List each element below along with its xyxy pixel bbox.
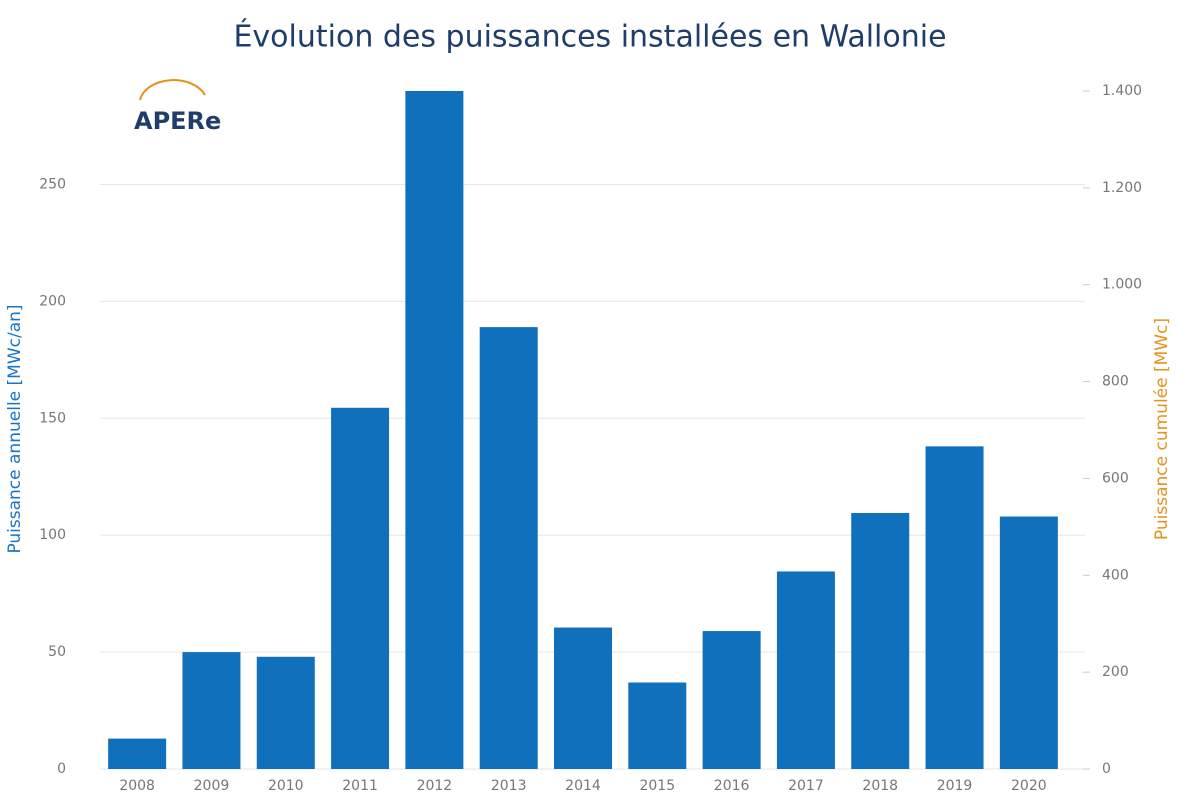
logo-arc xyxy=(139,79,206,101)
y2-tick-label: 1.000 xyxy=(1102,277,1142,293)
x-tick-label: 2016 xyxy=(714,778,750,794)
y2-tick-label: 200 xyxy=(1102,664,1129,680)
y2-tick-label: 800 xyxy=(1102,374,1129,390)
x-tick-label: 2019 xyxy=(937,778,973,794)
y2-tick-label: 1.400 xyxy=(1102,83,1142,99)
x-tick-label: 2009 xyxy=(194,778,230,794)
x-tick-label: 2010 xyxy=(268,778,304,794)
x-tick-label: 2012 xyxy=(417,778,453,794)
x-tick-label: 2013 xyxy=(491,778,527,794)
bar xyxy=(776,571,835,769)
bar xyxy=(628,682,687,769)
bar xyxy=(405,91,464,769)
y-tick-label: 100 xyxy=(39,527,66,543)
logo-text: APERe xyxy=(134,107,221,135)
y2-tick-label: 0 xyxy=(1102,761,1111,777)
y-tick-label: 250 xyxy=(39,177,66,193)
x-tick-label: 2011 xyxy=(342,778,378,794)
chart-title: Évolution des puissances installées en W… xyxy=(233,19,946,55)
logo: APERe xyxy=(134,79,221,135)
x-tick-label: 2020 xyxy=(1011,778,1047,794)
y-tick-label: 200 xyxy=(39,293,66,309)
bar xyxy=(182,652,241,769)
y2-tick-label: 400 xyxy=(1102,567,1129,583)
x-tick-label: 2015 xyxy=(639,778,675,794)
bar xyxy=(108,738,167,769)
bar xyxy=(479,327,538,769)
bar xyxy=(702,631,761,769)
y2-tick-label: 1.200 xyxy=(1102,180,1142,196)
y-tick-label: 150 xyxy=(39,410,66,426)
y-axis-label: Puissance annuelle [MWc/an] xyxy=(5,304,25,553)
bar xyxy=(331,407,390,769)
y-tick-label: 50 xyxy=(48,644,66,660)
bar xyxy=(999,516,1058,769)
x-tick-label: 2014 xyxy=(565,778,601,794)
x-tick-label: 2008 xyxy=(119,778,155,794)
x-tick-label: 2017 xyxy=(788,778,824,794)
x-tick-label: 2018 xyxy=(862,778,898,794)
y2-axis-label: Puissance cumulée [MWc] xyxy=(1152,318,1172,540)
y2-tick-label: 600 xyxy=(1102,470,1129,486)
bar xyxy=(554,627,612,769)
bar xyxy=(925,446,984,769)
bar xyxy=(851,512,910,769)
bar xyxy=(256,656,315,769)
y-tick-label: 0 xyxy=(57,761,66,777)
